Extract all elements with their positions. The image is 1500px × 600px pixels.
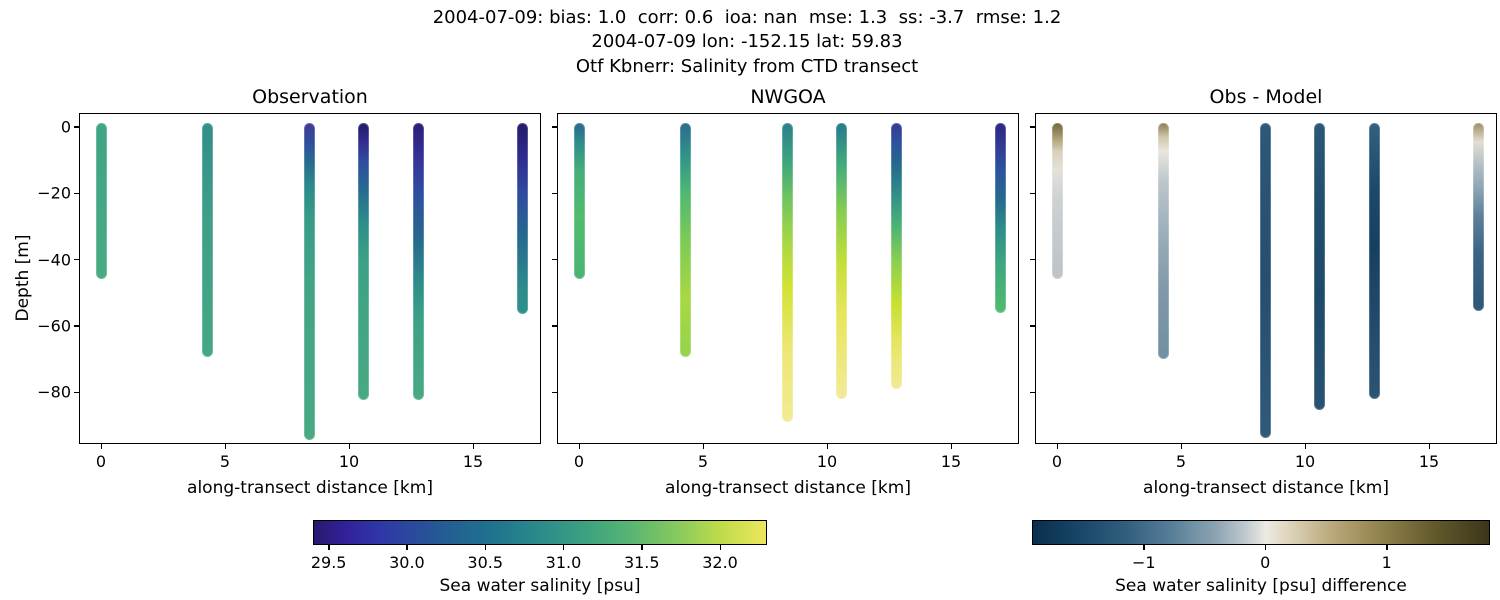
profile-strip	[412, 122, 424, 401]
suptitle-dataset-line: Otf Kbnerr: Salinity from CTD transect	[575, 56, 919, 77]
profile-strip	[995, 122, 1007, 313]
x-tick-label: 5	[1175, 452, 1187, 471]
y-tick-label: −60	[37, 316, 71, 336]
profile-strip	[781, 122, 793, 422]
x-tick-mark	[578, 444, 580, 449]
colorbar-tick-mark	[719, 545, 721, 550]
x-tick-label: 15	[462, 452, 484, 471]
colorbar-salinity-label: Sea water salinity [psu]	[439, 576, 641, 596]
y-tick-mark	[1030, 325, 1035, 327]
x-tick-label: 10	[1294, 452, 1316, 471]
profile-strip	[1368, 122, 1380, 399]
panel-obs-model	[1035, 113, 1497, 444]
x-axis-label-1: along-transect distance [km]	[187, 478, 433, 498]
profile-strip	[1158, 122, 1170, 359]
profile-strip	[517, 122, 529, 315]
colorbar-tick-label: 1	[1381, 553, 1392, 572]
y-tick-label: −80	[37, 382, 71, 402]
profile-strip	[202, 122, 214, 358]
profile-strip	[573, 122, 585, 280]
y-tick-mark	[74, 391, 79, 393]
panel-title-nwgoa: NWGOA	[750, 86, 826, 108]
profile-strip	[303, 122, 315, 441]
colorbar-tick-mark	[1386, 545, 1388, 550]
y-tick-mark	[1030, 258, 1035, 261]
y-tick-mark	[552, 391, 557, 393]
y-tick-label: 0	[60, 117, 71, 137]
profile-strip	[1259, 122, 1271, 439]
profile-strip	[836, 122, 848, 399]
colorbar-tick-mark	[562, 545, 565, 550]
y-axis-label-depth: Depth [m]	[13, 234, 33, 322]
colorbar-tick-label: 30.5	[467, 553, 504, 572]
x-tick-mark	[1180, 444, 1182, 449]
profile-strip	[890, 122, 902, 389]
x-axis-label-2: along-transect distance [km]	[665, 478, 911, 498]
y-tick-mark	[74, 126, 79, 128]
y-tick-mark	[552, 258, 557, 261]
suptitle-location-line: 2004-07-09 lon: -152.15 lat: 59.83	[591, 31, 903, 52]
colorbar-tick-label: 29.5	[310, 553, 347, 572]
colorbar-tick-label: 31.0	[545, 553, 582, 572]
profile-strip	[1314, 122, 1326, 411]
x-tick-label: 0	[1051, 452, 1063, 471]
y-tick-label: −40	[37, 250, 71, 270]
x-tick-label: 5	[219, 452, 231, 471]
x-tick-label: 10	[816, 452, 838, 471]
panel-title-observation: Observation	[252, 86, 368, 108]
x-tick-label: 0	[573, 452, 585, 471]
x-tick-mark	[1428, 444, 1430, 449]
x-tick-label: 10	[338, 452, 360, 471]
colorbar-tick-mark	[328, 545, 330, 550]
y-tick-mark	[552, 126, 557, 128]
y-tick-mark	[74, 325, 79, 327]
y-tick-mark	[74, 192, 79, 194]
colorbar-tick-mark	[1143, 545, 1145, 550]
x-tick-mark	[826, 444, 828, 449]
x-tick-mark	[472, 444, 474, 449]
x-tick-label: 15	[940, 452, 962, 471]
profile-strip	[680, 122, 692, 358]
x-tick-label: 15	[1418, 452, 1440, 471]
profile-strip	[1051, 122, 1063, 280]
x-tick-mark	[950, 444, 952, 449]
colorbar-tick-mark	[484, 545, 487, 550]
suptitle-stats-line: 2004-07-09: bias: 1.0 corr: 0.6 ioa: nan…	[432, 7, 1062, 28]
colorbar-tick-label: 30.0	[389, 553, 425, 572]
panel-nwgoa	[557, 113, 1019, 444]
colorbar-tick-mark	[641, 545, 643, 550]
y-tick-mark	[74, 258, 79, 261]
y-tick-mark	[1030, 192, 1035, 194]
colorbar-tick-label: −1	[1131, 553, 1156, 572]
colorbar-tick-mark	[1264, 545, 1267, 550]
x-axis-label-3: along-transect distance [km]	[1143, 478, 1389, 498]
colorbar-salinity	[313, 520, 767, 545]
profile-strip	[95, 122, 107, 280]
colorbar-difference	[1032, 520, 1490, 545]
y-tick-mark	[552, 192, 557, 194]
colorbar-tick-label: 32.0	[702, 553, 738, 572]
colorbar-difference-label: Sea water salinity [psu] difference	[1115, 576, 1407, 596]
x-tick-mark	[1304, 444, 1306, 449]
profile-strip	[358, 122, 370, 401]
colorbar-tick-mark	[406, 545, 408, 550]
colorbar-tick-label: 0	[1260, 553, 1271, 572]
x-tick-mark	[100, 444, 102, 449]
x-tick-mark	[702, 444, 704, 449]
x-tick-label: 5	[697, 452, 709, 471]
y-tick-mark	[1030, 126, 1035, 128]
x-tick-label: 0	[95, 452, 107, 471]
x-tick-mark	[348, 444, 350, 449]
panel-title-obs-model: Obs - Model	[1209, 86, 1323, 108]
x-tick-mark	[1056, 444, 1058, 449]
profile-strip	[1473, 122, 1485, 311]
colorbar-tick-label: 31.5	[623, 553, 660, 572]
y-tick-mark	[1030, 391, 1035, 393]
x-tick-mark	[224, 444, 226, 449]
y-tick-label: −20	[37, 183, 71, 203]
panel-observation	[79, 113, 541, 444]
y-tick-mark	[552, 325, 557, 327]
